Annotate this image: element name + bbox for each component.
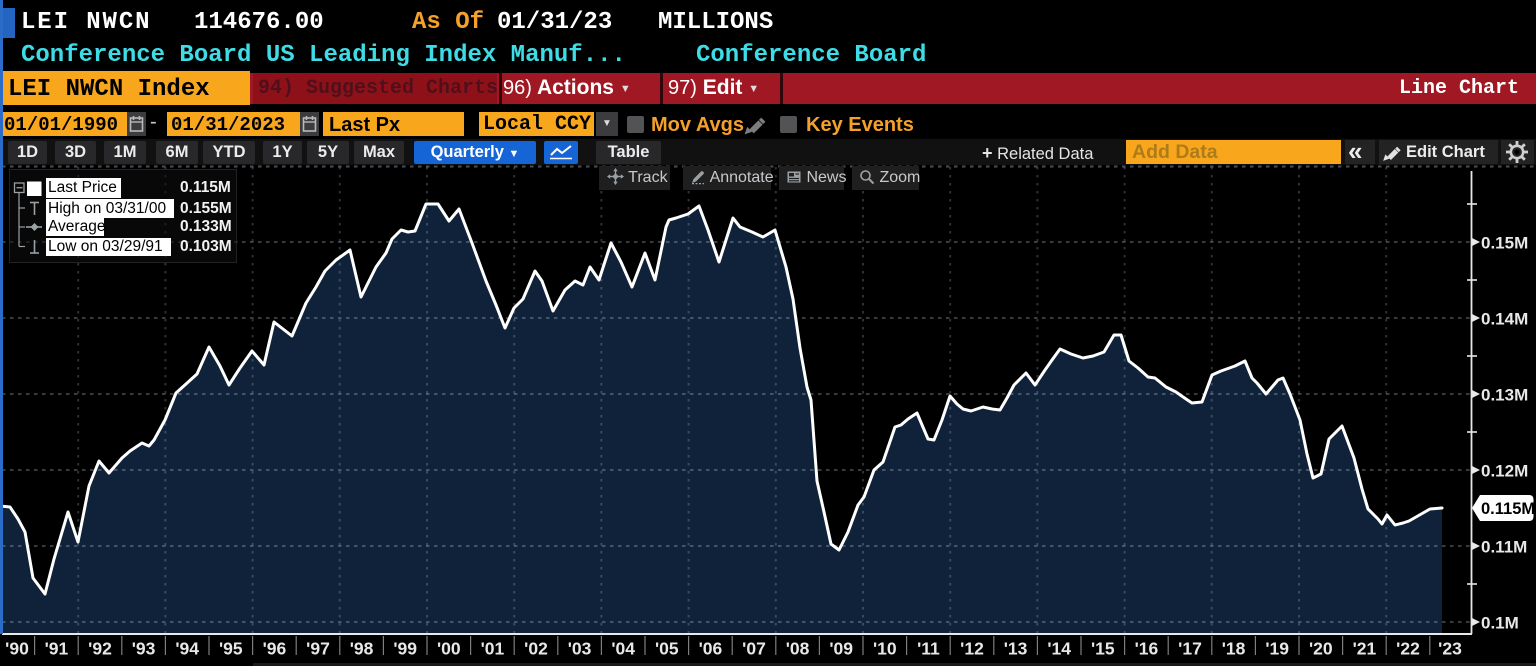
svg-text:'11: '11 bbox=[917, 639, 940, 659]
svg-text:'06: '06 bbox=[699, 639, 723, 659]
svg-text:0.14M: 0.14M bbox=[1481, 310, 1528, 329]
svg-text:'99: '99 bbox=[393, 639, 417, 659]
svg-text:'97: '97 bbox=[306, 639, 330, 659]
svg-text:'01: '01 bbox=[481, 639, 505, 659]
svg-text:'12: '12 bbox=[960, 639, 984, 659]
svg-text:'92: '92 bbox=[88, 639, 112, 659]
svg-text:'20: '20 bbox=[1309, 639, 1333, 659]
svg-text:'91: '91 bbox=[45, 639, 69, 659]
svg-text:'07: '07 bbox=[742, 639, 766, 659]
svg-text:'05: '05 bbox=[655, 639, 679, 659]
svg-text:'02: '02 bbox=[524, 639, 548, 659]
svg-text:'09: '09 bbox=[829, 639, 853, 659]
svg-text:'19: '19 bbox=[1265, 639, 1289, 659]
svg-text:'03: '03 bbox=[568, 639, 592, 659]
svg-text:'15: '15 bbox=[1091, 639, 1115, 659]
svg-text:'10: '10 bbox=[873, 639, 897, 659]
svg-text:'90: '90 bbox=[5, 639, 29, 659]
svg-text:0.115M: 0.115M bbox=[1481, 500, 1535, 518]
svg-text:'00: '00 bbox=[437, 639, 461, 659]
svg-text:'98: '98 bbox=[350, 639, 374, 659]
svg-text:'94: '94 bbox=[175, 639, 199, 659]
svg-text:'93: '93 bbox=[132, 639, 156, 659]
svg-text:'23: '23 bbox=[1438, 639, 1462, 659]
svg-text:'16: '16 bbox=[1135, 639, 1159, 659]
svg-text:'14: '14 bbox=[1047, 639, 1071, 659]
svg-text:0.13M: 0.13M bbox=[1481, 386, 1528, 405]
svg-text:'96: '96 bbox=[263, 639, 287, 659]
svg-text:'21: '21 bbox=[1353, 639, 1377, 659]
svg-text:0.1M: 0.1M bbox=[1481, 614, 1519, 633]
svg-text:'04: '04 bbox=[611, 639, 635, 659]
svg-text:'18: '18 bbox=[1222, 639, 1246, 659]
svg-text:0.15M: 0.15M bbox=[1481, 234, 1528, 253]
svg-text:0.11M: 0.11M bbox=[1481, 538, 1527, 557]
svg-text:'95: '95 bbox=[219, 639, 243, 659]
svg-text:'22: '22 bbox=[1396, 639, 1420, 659]
svg-text:'08: '08 bbox=[786, 639, 810, 659]
svg-text:'13: '13 bbox=[1004, 639, 1028, 659]
svg-text:'17: '17 bbox=[1178, 639, 1202, 659]
svg-text:0.12M: 0.12M bbox=[1481, 462, 1528, 481]
